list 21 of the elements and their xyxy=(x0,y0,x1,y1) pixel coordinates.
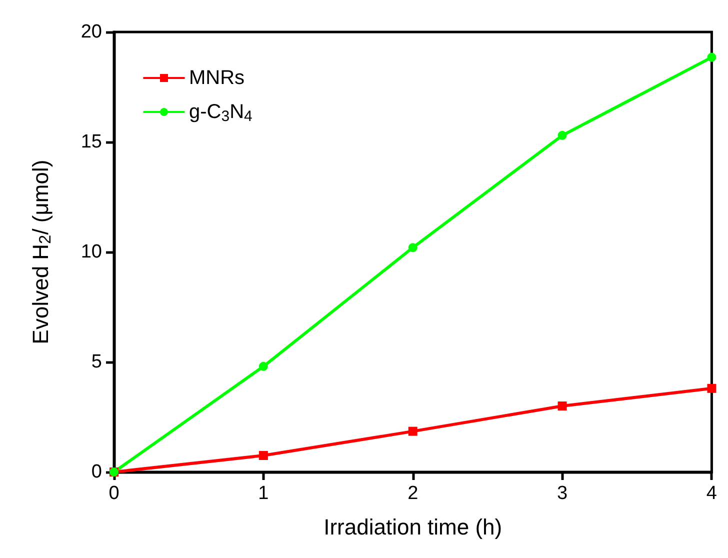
y-tick-label: 20 xyxy=(80,22,102,42)
legend-label: MNRs xyxy=(189,67,245,89)
point xyxy=(558,402,567,410)
y-tick-label: 0 xyxy=(91,462,102,482)
y-tick-label: 15 xyxy=(80,132,102,152)
point xyxy=(558,130,567,140)
point xyxy=(408,243,418,252)
x-tick-label: 4 xyxy=(706,483,718,504)
point xyxy=(707,52,716,62)
x-tick-label: 1 xyxy=(258,483,269,504)
x-tick-label: 3 xyxy=(557,483,568,504)
y-axis-title: Evolved H2/ (μmol) xyxy=(28,160,54,344)
x-tick-label: 2 xyxy=(408,483,418,504)
x-tick-label: 0 xyxy=(108,483,120,504)
x-axis-title: Irradiation time (h) xyxy=(324,514,502,540)
point xyxy=(707,384,716,393)
point xyxy=(258,362,268,371)
y-tick-label: 10 xyxy=(80,242,102,262)
point xyxy=(408,426,418,436)
point xyxy=(258,451,268,460)
y-tick-label: 5 xyxy=(91,352,102,372)
